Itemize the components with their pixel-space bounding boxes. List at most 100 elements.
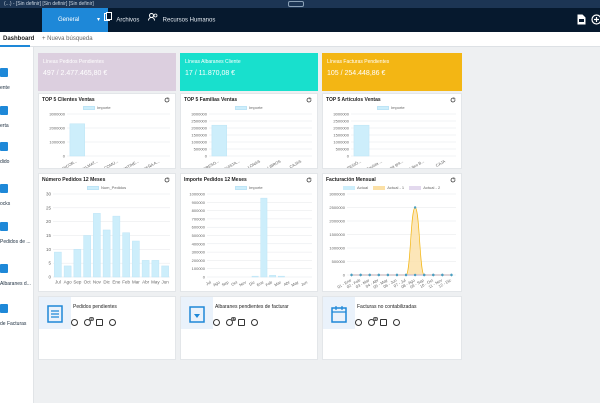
tab-nueva-busqueda[interactable]: + Nueva búsqueda xyxy=(42,32,93,47)
info-icon[interactable]: 99 xyxy=(367,317,379,326)
x-tick-label: May xyxy=(290,280,299,288)
sidebar-item-oferta[interactable]: erta xyxy=(0,99,34,135)
add-circle-icon[interactable] xyxy=(591,14,600,26)
document-icon[interactable] xyxy=(577,14,588,26)
info-icon[interactable]: 99 xyxy=(83,317,95,326)
invoice-icon xyxy=(0,302,10,315)
bar xyxy=(211,124,227,157)
refresh-icon[interactable] xyxy=(164,177,170,183)
x-tick-label: Mar xyxy=(132,280,140,285)
kpi-title: Líneas Facturas Pendientes xyxy=(327,59,390,65)
x-tick-label: CAJAS xyxy=(289,158,303,168)
kpi-title: Líneas Albaranes Cliente xyxy=(185,59,241,65)
bar xyxy=(69,123,85,157)
y-tick-label: 3000000 xyxy=(49,112,65,117)
shortcut-albaranes-pendientes[interactable]: Albaranes pendientes de facturar 17 xyxy=(180,296,318,360)
count-badge: 17 xyxy=(230,317,237,321)
shortcut-facturas-no-contabilizadas[interactable]: Facturas no contabilizadas 99 xyxy=(322,296,462,360)
panel-numero-pedidos: Número Pedidos 12 Meses Num_Pedidos 0 5 10… xyxy=(38,173,176,292)
series-line xyxy=(351,207,452,276)
sidebar-item-albaranes[interactable]: Albaranes d... xyxy=(0,257,34,293)
nav-recursos-humanos-label: Recursos Humanos xyxy=(162,17,216,24)
y-tick-label: 400000 xyxy=(192,241,206,246)
alarm-icon[interactable] xyxy=(251,319,259,326)
y-tick-label: 1000000 xyxy=(49,140,65,145)
x-tick-label: Feb xyxy=(265,279,274,287)
sidebar-item-label: ente xyxy=(0,85,10,91)
add-icon: + xyxy=(42,36,48,42)
sidebar-item-pedido[interactable]: dido xyxy=(0,135,34,171)
bar xyxy=(251,275,259,278)
add-icon[interactable] xyxy=(355,319,362,326)
kpi-lineas-pedidos[interactable]: Líneas Pedidos Pendientes 497 / 2.477.46… xyxy=(38,53,176,91)
open-external-icon[interactable] xyxy=(96,319,104,326)
nav-general[interactable]: General ▾ xyxy=(42,8,108,32)
refresh-icon[interactable] xyxy=(306,97,312,103)
panel-title: Número Pedidos 12 Meses xyxy=(42,177,106,183)
chart-legend: Num_Pedidos xyxy=(87,185,126,190)
y-tick-label: 1500000 xyxy=(191,133,207,138)
bar xyxy=(353,124,370,157)
clipboard-icon xyxy=(181,297,213,329)
x-tick-label: LONAS xyxy=(247,158,262,168)
panel-facturacion-mensual: Facturación Mensual Actual Actual - 1 Ac… xyxy=(322,173,462,292)
panel-title: Importe Pedidos 12 Meses xyxy=(184,177,247,183)
x-tick-label: 10 - Oct xyxy=(419,277,435,289)
x-tick-label: Ene xyxy=(256,279,265,287)
data-point xyxy=(377,273,380,277)
panel-top5-articulos: TOP 5 Artículos Ventas Importe 0 500000 10… xyxy=(322,93,462,169)
data-point xyxy=(404,273,408,277)
tab-bar: Dashboard + Nueva búsqueda xyxy=(0,32,600,47)
open-external-icon[interactable] xyxy=(380,319,388,326)
x-tick-label: 06 - Jun xyxy=(382,278,397,290)
x-tick-label: CAJA xyxy=(435,158,447,168)
legend-swatch xyxy=(377,105,389,110)
data-point xyxy=(395,273,399,277)
calendar-icon xyxy=(323,297,355,329)
refresh-icon[interactable] xyxy=(306,177,312,183)
y-tick-label: 500000 xyxy=(332,259,346,264)
y-tick-label: 0 xyxy=(343,273,346,278)
x-tick-label: LIBROS xyxy=(266,158,281,168)
add-icon[interactable] xyxy=(213,319,220,326)
open-external-icon[interactable] xyxy=(238,319,246,326)
legend-swatch xyxy=(83,105,95,110)
refresh-icon[interactable] xyxy=(450,97,456,103)
sidebar-item-facturas[interactable]: de Facturas xyxy=(0,297,34,333)
refresh-icon[interactable] xyxy=(164,97,170,103)
shortcut-pedidos-pendientes[interactable]: Pedidos pendientes 99 xyxy=(38,296,176,360)
kpi-lineas-albaranes[interactable]: Líneas Albaranes Cliente 17 / 11.870,08 … xyxy=(180,53,318,91)
tab-dashboard[interactable]: Dashboard xyxy=(0,32,34,47)
y-tick-label: 1000000 xyxy=(333,140,349,145)
legend-label: Importe xyxy=(97,105,111,110)
window-restore-button[interactable] xyxy=(288,1,304,7)
sidebar-item-cliente[interactable]: ente xyxy=(0,61,34,97)
nav-archivos[interactable]: Archivos xyxy=(104,8,139,32)
legend-swatch xyxy=(343,185,355,190)
x-tick-label: PEÑA A... xyxy=(142,159,160,168)
kpi-value: 497 / 2.477.465,80 € xyxy=(43,70,108,77)
y-tick-label: 20 xyxy=(46,219,52,224)
y-tick-label: 15 xyxy=(46,233,52,238)
refresh-icon[interactable] xyxy=(450,177,456,183)
sidebar-item-pedidos[interactable]: Pedidos de ... xyxy=(0,215,34,251)
shortcut-label: Pedidos pendientes xyxy=(73,304,117,310)
x-tick-label: Sep xyxy=(221,279,230,287)
sidebar-item-stocks[interactable]: ocks xyxy=(0,177,34,213)
alarm-icon[interactable] xyxy=(393,319,401,326)
nav-recursos-humanos[interactable]: Recursos Humanos xyxy=(148,8,215,32)
x-tick-label: Ago xyxy=(212,279,221,287)
bar xyxy=(73,249,82,278)
kpi-value: 105 / 254.448,86 € xyxy=(327,70,386,77)
y-tick-label: 300000 xyxy=(192,250,206,255)
kpi-lineas-facturas[interactable]: Líneas Facturas Pendientes 105 / 254.448… xyxy=(322,53,462,91)
alarm-icon[interactable] xyxy=(109,319,117,326)
info-icon[interactable]: 17 xyxy=(225,317,237,326)
y-tick-label: 30 xyxy=(46,192,52,197)
bar xyxy=(54,251,62,278)
chart-legend: Importe xyxy=(235,185,263,190)
x-tick-label: Revista ... xyxy=(365,159,383,168)
sidebar-item-label: ocks xyxy=(0,201,11,207)
add-icon[interactable] xyxy=(71,319,78,326)
count-badge: 99 xyxy=(88,317,95,321)
